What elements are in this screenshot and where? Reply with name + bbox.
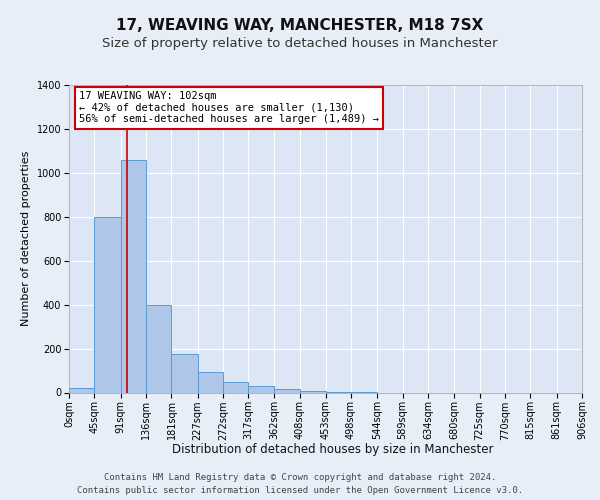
Text: Contains public sector information licensed under the Open Government Licence v3: Contains public sector information licen… — [77, 486, 523, 495]
Bar — [146, 304, 172, 392]
Bar — [248, 386, 274, 392]
Text: Contains HM Land Registry data © Crown copyright and database right 2024.: Contains HM Land Registry data © Crown c… — [104, 472, 496, 482]
Bar — [274, 389, 300, 392]
Text: Distribution of detached houses by size in Manchester: Distribution of detached houses by size … — [172, 442, 494, 456]
Bar — [223, 382, 248, 392]
Text: Size of property relative to detached houses in Manchester: Size of property relative to detached ho… — [102, 38, 498, 51]
Text: 17, WEAVING WAY, MANCHESTER, M18 7SX: 17, WEAVING WAY, MANCHESTER, M18 7SX — [116, 18, 484, 32]
Y-axis label: Number of detached properties: Number of detached properties — [21, 151, 31, 326]
Bar — [172, 354, 197, 393]
Bar — [121, 160, 146, 392]
Bar — [197, 372, 223, 392]
Bar — [69, 388, 94, 392]
Bar — [94, 217, 121, 392]
Text: 17 WEAVING WAY: 102sqm
← 42% of detached houses are smaller (1,130)
56% of semi-: 17 WEAVING WAY: 102sqm ← 42% of detached… — [79, 91, 379, 124]
